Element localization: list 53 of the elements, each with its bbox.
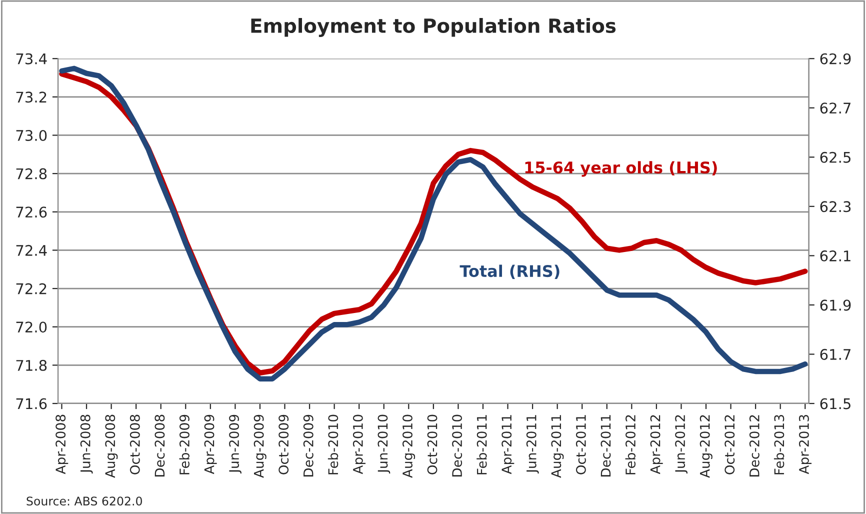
y2-tick-label: 62.1 (820, 250, 850, 262)
x-tick-label: Oct-2011 (576, 415, 586, 474)
x-tick-label: Apr-2008 (56, 414, 68, 474)
x-tick-label: Apr-2011 (502, 415, 514, 474)
x-tick-label: Oct-2012 (724, 415, 735, 474)
x-tick-label: Jun-2009 (229, 414, 242, 474)
x-tick-label: Jun-2010 (378, 414, 390, 474)
series-label: 15-64 year olds (LHS) (525, 161, 717, 177)
source-note: Source: ABS 6202.0 (26, 496, 142, 506)
y2-tick-label: 62.5 (820, 152, 850, 163)
x-tick-label: Aug-2008 (105, 414, 118, 478)
y-tick-label: 73.4 (16, 53, 47, 64)
y2-tick-label: 62.3 (820, 201, 851, 212)
y-tick-label: 71.8 (16, 360, 47, 371)
x-tick-label: Feb-2011 (476, 415, 487, 474)
x-tick-label: Oct-2008 (130, 414, 140, 474)
series-label: Total (RHS) (460, 264, 560, 279)
y2-tick-label: 61.9 (820, 300, 851, 311)
y2-tick-label: 61.5 (820, 398, 850, 410)
y-tick-label: 71.6 (16, 398, 47, 410)
chart-title: Employment to Population Ratios (251, 18, 616, 37)
x-tick-label: Aug-2011 (551, 415, 564, 478)
y-tick-label: 72.0 (16, 322, 47, 333)
x-tick-label: Dec-2010 (452, 414, 462, 476)
x-tick-label: Oct-2009 (278, 414, 289, 474)
x-tick-label: Apr-2012 (650, 415, 663, 474)
x-tick-label: Dec-2009 (303, 414, 314, 476)
x-tick-label: Jun-2012 (675, 415, 688, 474)
x-tick-label: Jun-2011 (526, 415, 539, 474)
y-tick-label: 72.4 (16, 244, 47, 256)
x-tick-label: Aug-2009 (254, 414, 266, 478)
x-tick-label: Feb-2010 (328, 414, 338, 474)
x-tick-label: Apr-2010 (352, 414, 366, 474)
y2-tick-label: 62.9 (820, 53, 851, 64)
x-tick-label: Oct-2010 (427, 414, 438, 474)
y-tick-label: 72.6 (16, 206, 47, 218)
x-tick-label: Apr-2013 (798, 414, 812, 474)
x-tick-label: Dec-2008 (154, 414, 165, 476)
y-tick-label: 73.2 (16, 92, 46, 103)
x-tick-label: Dec-2012 (749, 415, 760, 476)
y-tick-label: 72.2 (16, 283, 46, 294)
y-tick-label: 72.8 (16, 168, 47, 180)
x-tick-label: Aug-2012 (700, 415, 712, 478)
x-tick-label: Apr-2009 (204, 414, 217, 474)
x-tick-label: Feb-2009 (179, 414, 190, 474)
x-tick-label: Aug-2010 (402, 414, 416, 478)
y-tick-label: 73.0 (16, 130, 47, 141)
x-tick-label: Jun-2008 (80, 414, 93, 474)
y2-tick-label: 62.7 (820, 102, 850, 114)
x-tick-label: Feb-2012 (625, 415, 636, 474)
x-tick-label: Feb-2013 (774, 414, 784, 474)
y2-tick-label: 61.7 (820, 348, 850, 360)
x-tick-label: Dec-2011 (600, 415, 611, 476)
